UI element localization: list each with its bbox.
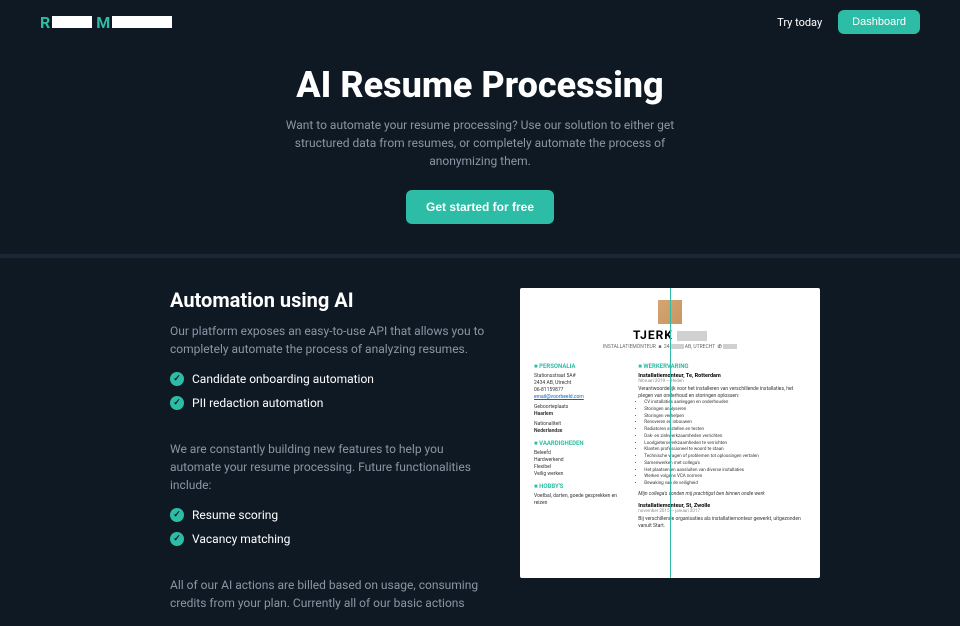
resume-sec-vaardigheden: ■ VAARDIGHEDEN (534, 440, 624, 447)
section-p2: We are constantly building new features … (170, 440, 490, 494)
get-started-button[interactable]: Get started for free (406, 190, 554, 224)
hero-subtitle: Want to automate your resume processing?… (280, 116, 680, 170)
feature-pii: PII redaction automation (170, 396, 490, 410)
dashboard-button[interactable]: Dashboard (838, 10, 920, 34)
resume-job1-bullets: CV installaties aanleggen en onderhouden… (638, 400, 806, 488)
content-right: TJERK INSTALLATIEMONTEUR ■ 24 AB, UTRECH… (520, 288, 910, 626)
section-heading: Automation using AI (170, 288, 490, 312)
logo-m: M (96, 13, 110, 32)
resume-left-col: ■ PERSONALIA Stationsstraat 5A# 2434 AB,… (534, 358, 624, 530)
resume-job1-desc: Verantwoordelijk voor het installeren va… (638, 386, 806, 400)
resume-nationaliteit: Nationaliteit Nederlandse (534, 421, 624, 435)
resume-divider-line (670, 288, 671, 578)
top-nav: R M Try today Dashboard (0, 0, 960, 44)
content-section: Automation using AI Our platform exposes… (0, 258, 960, 626)
content-left: Automation using AI Our platform exposes… (170, 288, 490, 626)
resume-sec-personalia: ■ PERSONALIA (534, 363, 624, 370)
section-p3: All of our AI actions are billed based o… (170, 576, 490, 612)
hero-section: AI Resume Processing Want to automate yo… (0, 44, 960, 254)
check-icon (170, 508, 184, 522)
feature-scoring: Resume scoring (170, 508, 490, 522)
logo-r: R (40, 13, 50, 32)
resume-job1-date: februari 2019 — Heden (638, 379, 806, 384)
try-today-link[interactable]: Try today (777, 16, 822, 29)
resume-job2-desc: Bij verschillende organisaties als insta… (638, 516, 806, 530)
resume-preview: TJERK INSTALLATIEMONTEUR ■ 24 AB, UTRECH… (520, 288, 820, 578)
check-icon (170, 532, 184, 546)
resume-hobby: Voetbal, darten, goede gesprekken en rei… (534, 493, 624, 507)
feature-matching: Vacancy matching (170, 532, 490, 546)
section-p1: Our platform exposes an easy-to-use API … (170, 322, 490, 358)
nav-right: Try today Dashboard (777, 10, 920, 34)
hero-title: AI Resume Processing (0, 64, 960, 106)
check-icon (170, 396, 184, 410)
resume-sec-werk: ■ WERKERVARING (638, 363, 806, 370)
feature-onboarding: Candidate onboarding automation (170, 372, 490, 386)
resume-addr: Stationsstraat 5A# 2434 AB, Utrecht 06-8… (534, 373, 624, 401)
logo-redact-2 (112, 16, 172, 28)
feature-label: Vacancy matching (192, 532, 290, 546)
logo[interactable]: R M (40, 13, 172, 32)
resume-right-col: ■ WERKERVARING Installatiemonteur, Te, R… (638, 358, 806, 530)
check-icon (170, 372, 184, 386)
resume-skills: Beleefd Hardwerkend Flexibel Veilig werk… (534, 450, 624, 478)
logo-redact-1 (52, 16, 92, 28)
resume-job2-date: november 2015 — januari 2017 (638, 509, 806, 514)
feature-label: Resume scoring (192, 508, 278, 522)
resume-job1-note: Mijn collega's vonden mij prachtigst ben… (638, 491, 806, 498)
feature-label: PII redaction automation (192, 396, 323, 410)
resume-geboorte: Geboorteplaats Haarlem (534, 404, 624, 418)
resume-sec-hobbys: ■ HOBBY'S (534, 483, 624, 490)
feature-label: Candidate onboarding automation (192, 372, 374, 386)
